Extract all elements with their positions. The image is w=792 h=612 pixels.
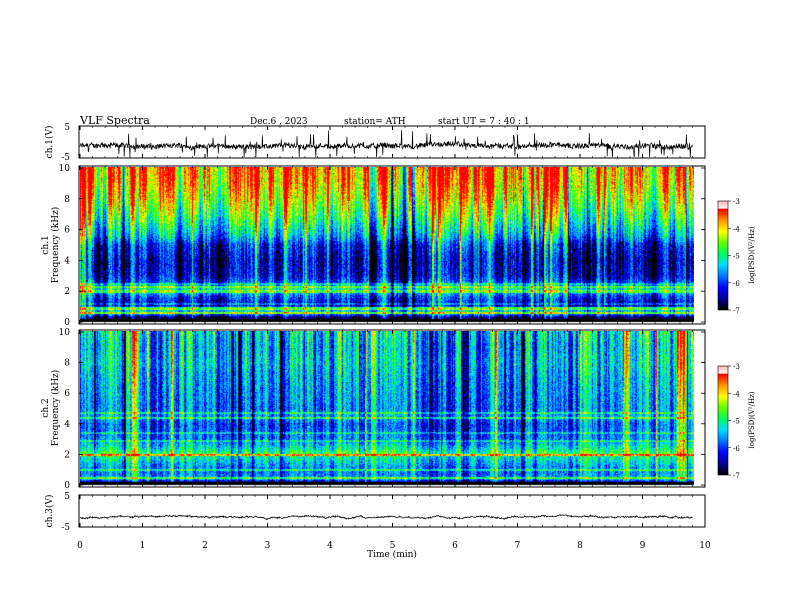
x-tick-label-10: 10 xyxy=(699,541,711,551)
x-tick-label-5: 5 xyxy=(390,541,396,551)
ch2-colorbar-tick-label--6: -6 xyxy=(733,445,740,453)
ch2-spectrogram-image xyxy=(80,331,694,486)
x-tick-label-6: 6 xyxy=(452,541,458,551)
ch1-spectrogram-ytick-label-0: 0 xyxy=(64,318,70,328)
ch1-colorbar-tick-label--7: -7 xyxy=(733,307,740,315)
ch2-colorbar-tick-label--5: -5 xyxy=(733,418,740,426)
date-label: Dec.6 , 2023 xyxy=(250,117,308,127)
ch1-waveform-ylabel: ch.1(V) xyxy=(44,126,55,159)
x-tick-label-4: 4 xyxy=(327,541,333,551)
ch2-spectrogram-ytick-label-0: 0 xyxy=(64,481,70,491)
ch1-spectrogram-channel-label: ch.1 xyxy=(41,235,51,254)
x-axis-label: Time (min) xyxy=(367,549,417,560)
ch1-colorbar-tick-label--5: -5 xyxy=(733,253,740,261)
ch1-spectrogram-ytick-label-4: 4 xyxy=(64,256,70,266)
ch2-colorbar-tick-label--4: -4 xyxy=(733,390,740,398)
start-time-label: start UT = 7 : 40 : 1 xyxy=(438,117,530,127)
ch1-spectrogram-ylabel: Frequency (kHz) xyxy=(50,207,61,284)
ch1-colorbar-tick-label--3: -3 xyxy=(733,198,740,206)
ch3-waveform-trace xyxy=(79,514,693,521)
ch1-spectrogram-image xyxy=(80,167,694,323)
ch3-waveform-ylabel: ch.3(V) xyxy=(44,495,55,528)
ch1-spectrogram-ytick-label-6: 6 xyxy=(64,226,70,236)
ch1-waveform-panel: 5 -5 ch.1(V) xyxy=(44,123,706,163)
x-tick-label-8: 8 xyxy=(577,541,583,551)
ch1-spectrogram-ytick-label-2: 2 xyxy=(64,287,70,297)
ch1-colorbar-tick-label--6: -6 xyxy=(733,280,740,288)
x-tick-label-0: 0 xyxy=(77,541,83,551)
ch2-spectrogram-ytick-label-8: 8 xyxy=(64,359,70,369)
ch1-spectrogram-ytick-label-8: 8 xyxy=(64,195,70,205)
ch2-spectrogram-ytick-label-4: 4 xyxy=(64,420,70,430)
ch3-waveform-panel: 5 -5 ch.3(V) 0 1 2 3 4 5 6 7 8 9 10 Time (min) xyxy=(44,492,711,560)
ch1-colorbar-tick-label--4: -4 xyxy=(733,225,740,233)
x-tick-label-2: 2 xyxy=(202,541,208,551)
ch2-spectrogram-ylabel: Frequency (kHz) xyxy=(50,370,61,447)
ch3-waveform-ytick-top: 5 xyxy=(64,492,70,502)
x-tick-label-7: 7 xyxy=(515,541,521,551)
station-label: station= ATH xyxy=(344,117,406,127)
ch1-waveform-frame xyxy=(78,125,706,159)
ch1-colorbar-image xyxy=(718,201,728,310)
ch2-spectrogram-channel-label: ch.2 xyxy=(41,398,51,417)
ch2-spectrogram-ytick-label-6: 6 xyxy=(64,389,70,399)
x-tick-label-9: 9 xyxy=(640,541,646,551)
ch1-waveform-ytick-top: 5 xyxy=(64,123,70,133)
ch2-colorbar-label: log(PSD)(V²/Hz) xyxy=(748,391,756,448)
ch1-waveform-trace xyxy=(79,129,693,158)
ch2-colorbar-image xyxy=(718,366,728,475)
figure-title: VLF Spectra xyxy=(79,114,150,127)
ch2-colorbar-tick-label--7: -7 xyxy=(733,472,740,480)
ch2-colorbar-tick-label--3: -3 xyxy=(733,363,740,371)
ch1-colorbar-label: log(PSD)(V²/Hz) xyxy=(748,226,756,283)
ch2-spectrogram-ytick-label-2: 2 xyxy=(64,450,70,460)
x-tick-label-1: 1 xyxy=(140,541,146,551)
ch3-waveform-ytick-bottom: -5 xyxy=(61,523,70,533)
ch1-spectrogram-ytick-label-10: 10 xyxy=(59,164,71,174)
x-tick-label-3: 3 xyxy=(265,541,271,551)
ch1-waveform-ytick-bottom: -5 xyxy=(61,153,70,163)
ch2-spectrogram-ytick-label-10: 10 xyxy=(59,328,71,338)
ch3-waveform-frame xyxy=(78,494,706,528)
